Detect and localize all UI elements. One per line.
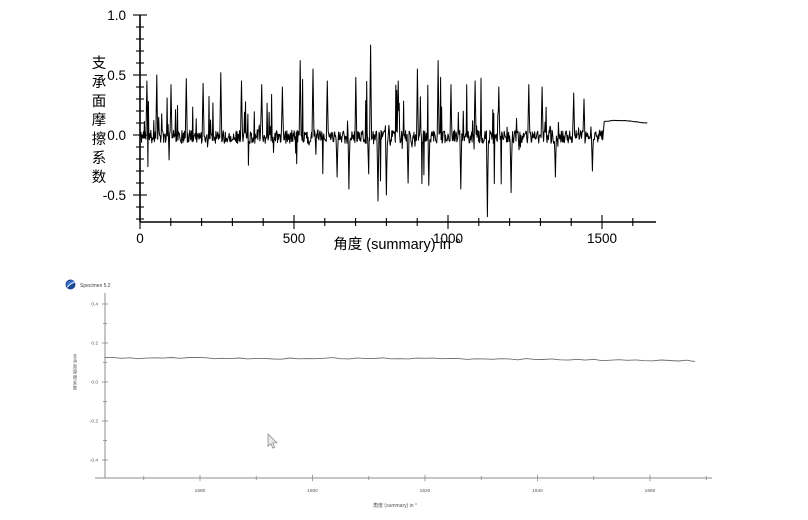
y-tick-label: -0.2	[90, 419, 99, 425]
y-axis-label-char: 摩	[73, 369, 78, 376]
y-axis-label-char: 数	[73, 385, 78, 392]
data-line	[104, 356, 696, 363]
y-axis-label-char: 数	[92, 169, 107, 186]
y-tick-label: 0.0	[107, 128, 126, 143]
y-axis-label-char: 擦	[92, 131, 107, 148]
x-tick-label: 1640	[532, 488, 543, 494]
x-tick-label: 1580	[195, 488, 206, 494]
y-axis-label-char: 系	[73, 379, 78, 385]
specimen-detail-chart: 1580 1600 1620 1640 1660 0.4 0.2 0.0 -0.2 -0.4 支承面…	[73, 293, 712, 494]
mouse-cursor-icon	[267, 433, 278, 449]
y-tick-label: -0.4	[90, 458, 99, 464]
x-tick-label: 500	[283, 231, 306, 246]
x-tick-label: 1620	[420, 488, 431, 494]
y-axis-label-char: 擦	[73, 374, 78, 380]
x-axis-label-bottom: 角度 (summary) in °	[373, 502, 417, 509]
y-axis-label-char: 承	[92, 74, 107, 91]
y-axis-label-char: 面	[73, 364, 78, 370]
y-tick-label: 0.4	[91, 302, 98, 308]
x-tick-label: 1500	[587, 231, 617, 246]
y-axis-label-char: 系	[92, 150, 107, 167]
sphere-swoosh	[66, 281, 75, 288]
x-tick-label: 0	[136, 231, 144, 246]
specimen-sphere-icon	[65, 279, 76, 290]
x-tick-label: 1000	[433, 231, 463, 246]
y-axis-label-char: 支	[73, 352, 78, 359]
y-axis-label-char: 承	[73, 358, 78, 364]
data-line	[139, 44, 648, 218]
y-axis-label-char: 支	[92, 55, 107, 72]
legend: Specimen 5.2	[65, 279, 111, 290]
y-tick-label: 0.0	[91, 380, 98, 386]
y-tick-label: 0.5	[107, 68, 126, 83]
x-tick-label: 1600	[307, 488, 318, 494]
y-tick-label: -0.5	[103, 188, 126, 203]
y-axis-label-char: 摩	[92, 111, 107, 129]
x-tick-label: 1660	[645, 488, 656, 494]
y-tick-label: 1.0	[107, 8, 126, 23]
y-axis-label-char: 面	[92, 94, 107, 110]
x-axis-label-top: 角度 (summary) in °	[333, 236, 460, 253]
legend-label: Specimen 5.2	[80, 283, 111, 289]
y-tick-label: 0.2	[91, 341, 98, 347]
